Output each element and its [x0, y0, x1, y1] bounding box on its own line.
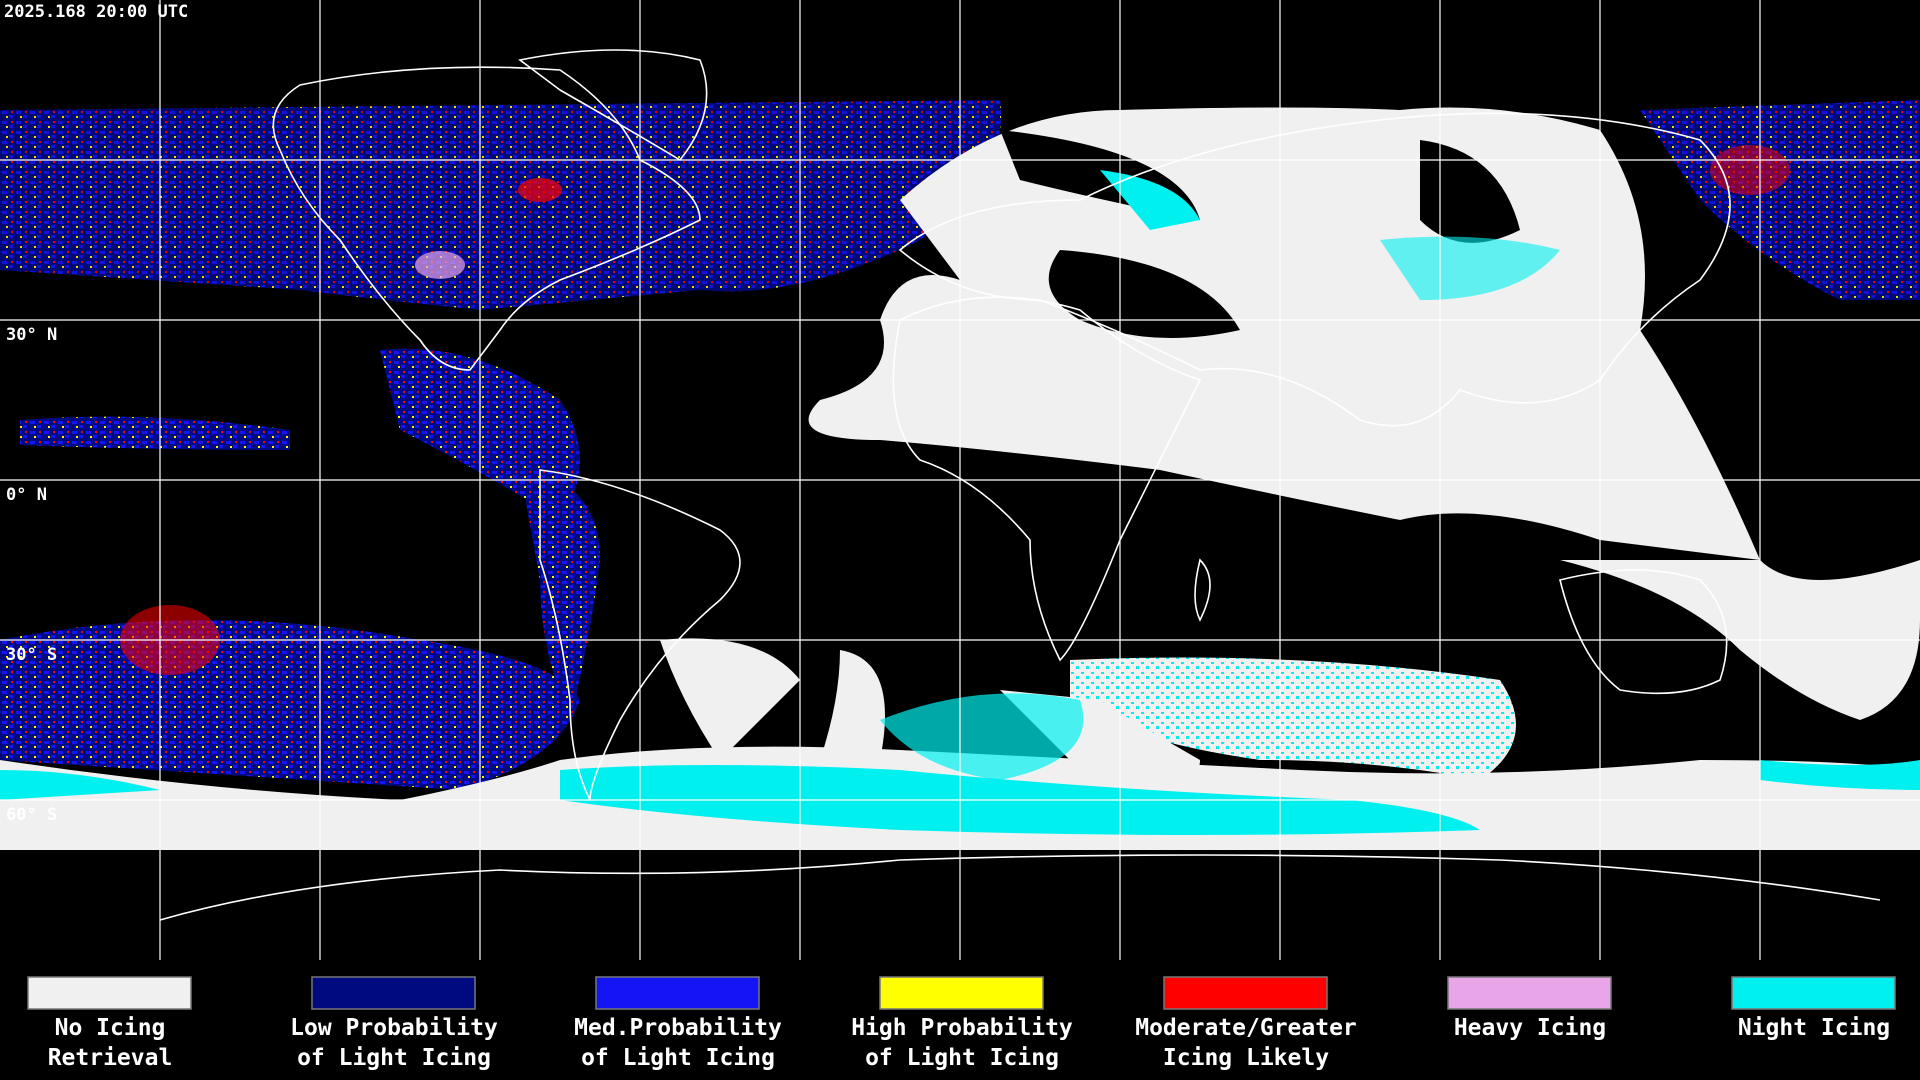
legend-item: High Probability of Light Icing [851, 976, 1073, 1071]
legend-label: of Light Icing [581, 1045, 775, 1071]
coastlines [159, 49, 1881, 921]
legend-label: Low Probability [290, 1015, 498, 1041]
legend-label: Retrieval [48, 1045, 173, 1071]
legend-label: of Light Icing [297, 1045, 491, 1071]
timestamp: 2025.168 20:00 UTC [4, 2, 188, 22]
legend-item: Heavy Icing [1447, 976, 1612, 1041]
legend-label: Night Icing [1738, 1015, 1890, 1041]
latitude-label: 30° S [6, 645, 57, 665]
legend-label: Moderate/Greater [1135, 1015, 1357, 1041]
legend: No Icing Retrieval Low Probability of Light… [27, 976, 1896, 1071]
legend-swatch [879, 976, 1044, 1010]
legend-swatch [27, 976, 192, 1010]
legend-label: High Probability [851, 1015, 1073, 1041]
legend-swatch [1731, 976, 1896, 1010]
legend-item: Med.Probability of Light Icing [574, 976, 782, 1071]
legend-swatch [1447, 976, 1612, 1010]
latitude-label: 60° S [6, 805, 57, 825]
legend-label: Med.Probability [574, 1015, 782, 1041]
legend-item: Moderate/Greater Icing Likely [1135, 976, 1357, 1071]
legend-item: No Icing Retrieval [27, 976, 192, 1071]
legend-item: Low Probability of Light Icing [290, 976, 498, 1071]
legend-swatch [311, 976, 476, 1010]
legend-swatch [1163, 976, 1328, 1010]
legend-item: Night Icing [1731, 976, 1896, 1041]
legend-label: Icing Likely [1163, 1045, 1329, 1071]
legend-label: Heavy Icing [1454, 1015, 1606, 1041]
legend-swatch [595, 976, 760, 1010]
latitude-label: 0° N [6, 485, 47, 505]
legend-label: No Icing [55, 1015, 166, 1041]
latitude-label: 30° N [6, 325, 57, 345]
graticule [0, 0, 1920, 960]
legend-label: of Light Icing [865, 1045, 1059, 1071]
